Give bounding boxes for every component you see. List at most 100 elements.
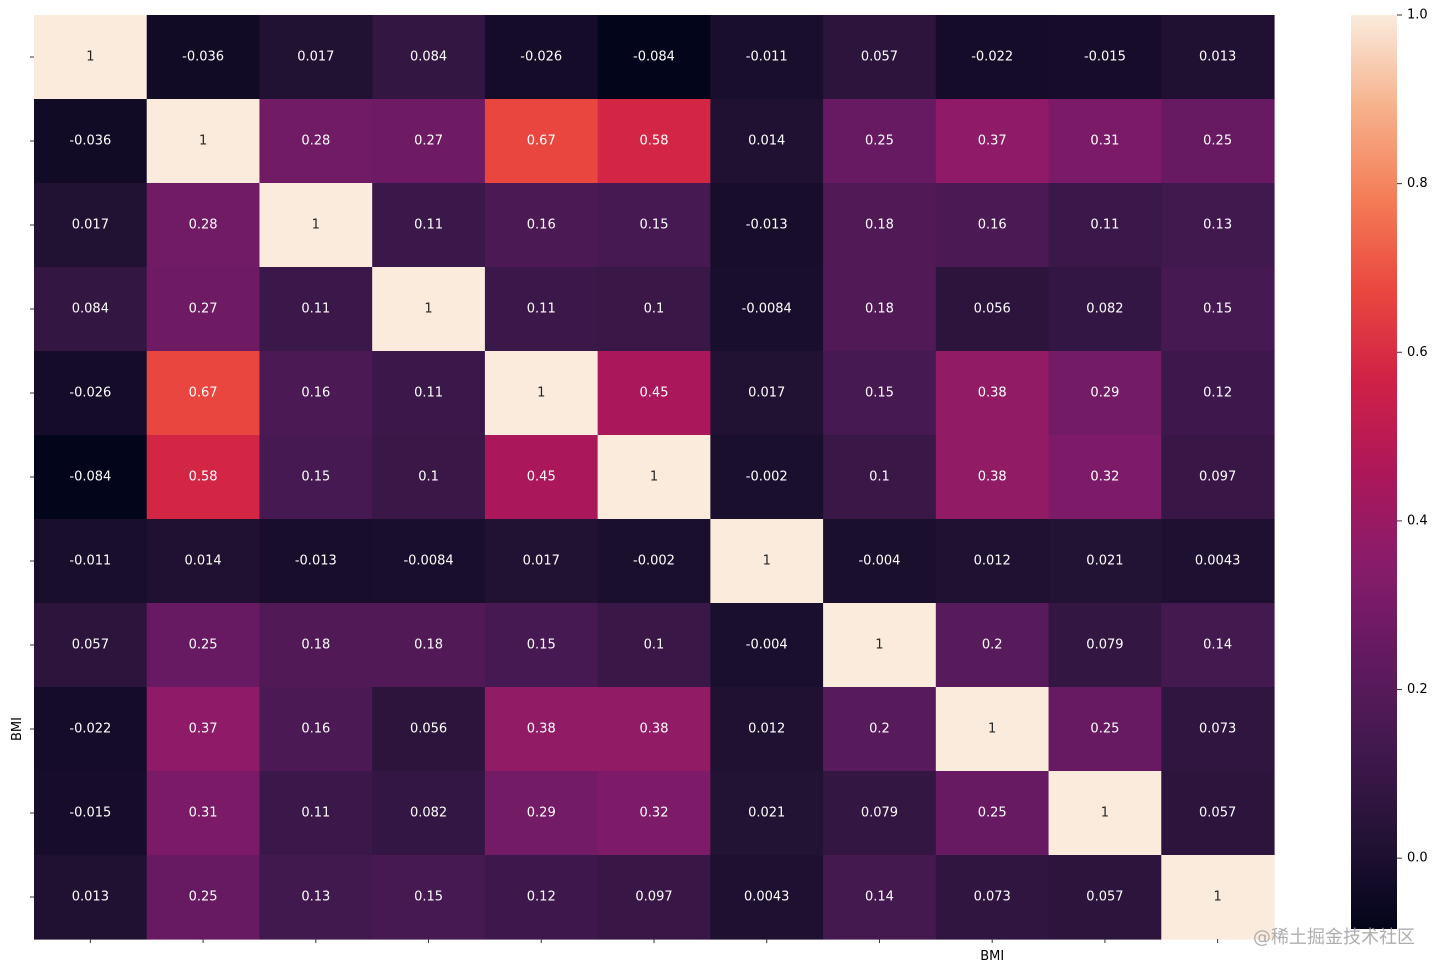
- cell-annotation: 0.082: [1086, 302, 1123, 317]
- cell-annotation: -0.0084: [403, 554, 453, 569]
- cell-annotation: 0.097: [1199, 470, 1236, 485]
- cell-annotation: 0.014: [184, 554, 221, 569]
- heatmap-cell: [259, 687, 373, 772]
- heatmap-cell: [34, 15, 148, 100]
- x-tick-label: BMI: [980, 949, 1004, 964]
- cell-annotation: -0.022: [69, 722, 111, 737]
- cell-annotation: 0.18: [414, 638, 443, 653]
- heatmap-cell: [1161, 771, 1275, 856]
- heatmap-cell: [372, 603, 486, 688]
- heatmap-cell: [710, 267, 824, 352]
- heatmap-cell: [372, 267, 486, 352]
- heatmap-cell: [1161, 267, 1275, 352]
- cell-annotation: 0.014: [748, 134, 785, 149]
- heatmap-cell: [935, 183, 1050, 268]
- heatmap-cell: [484, 99, 599, 184]
- heatmap-cell: [935, 15, 1050, 100]
- heatmap-cell: [372, 771, 486, 856]
- cell-annotation: 0.084: [72, 302, 109, 317]
- heatmap-cell: [259, 99, 373, 184]
- colorbar-tick-label: 0.0: [1407, 851, 1428, 866]
- cell-annotation: 0.11: [1090, 218, 1119, 233]
- heatmap-cell: [146, 15, 261, 100]
- heatmap-cell: [710, 603, 824, 688]
- heatmap-cell: [34, 855, 148, 940]
- cell-annotation: 0.057: [1086, 890, 1123, 905]
- heatmap-cell: [823, 855, 937, 940]
- colorbar: [1351, 15, 1397, 929]
- heatmap-cell: [1161, 687, 1275, 772]
- cell-annotation: 0.073: [974, 890, 1011, 905]
- heatmap-cell: [259, 183, 373, 268]
- cell-annotation: 0.1: [418, 470, 439, 485]
- heatmap-cell: [259, 603, 373, 688]
- cell-annotation: 0.25: [978, 806, 1007, 821]
- cell-annotation: 0.18: [865, 218, 894, 233]
- heatmap-cell: [146, 519, 261, 604]
- y-tick-labels: BMI: [10, 56, 34, 898]
- cell-annotation: 0.14: [1203, 638, 1232, 653]
- cell-annotation: 1: [199, 134, 207, 149]
- cell-annotation: 0.097: [635, 890, 672, 905]
- cell-annotation: 0.67: [189, 386, 218, 401]
- heatmap-cell: [1048, 687, 1162, 772]
- cell-annotation: -0.026: [69, 386, 111, 401]
- heatmap-cell: [34, 603, 148, 688]
- cell-annotation: 0.45: [527, 470, 556, 485]
- cell-annotation: 1: [763, 554, 771, 569]
- cell-annotation: 0.16: [978, 218, 1007, 233]
- heatmap-cell: [1161, 351, 1275, 436]
- heatmap-cell: [710, 435, 824, 520]
- heatmap-cell: [484, 687, 599, 772]
- heatmap-cell: [1048, 435, 1162, 520]
- heatmap-cell: [823, 771, 937, 856]
- heatmap-cell: [146, 855, 261, 940]
- heatmap-cell: [1161, 519, 1275, 604]
- heatmap-cell: [34, 687, 148, 772]
- cell-annotation: 0.017: [72, 218, 109, 233]
- cell-annotation: 0.28: [301, 134, 330, 149]
- cell-annotation: 0.18: [301, 638, 330, 653]
- cell-annotation: 0.25: [189, 890, 218, 905]
- cell-annotation: 0.11: [301, 806, 330, 821]
- heatmap-cell: [259, 351, 373, 436]
- heatmap-cell: [484, 519, 599, 604]
- cell-annotation: 1: [86, 50, 94, 65]
- heatmap-cell: [484, 771, 599, 856]
- heatmap-cell: [372, 519, 486, 604]
- cell-annotation: 0.27: [189, 302, 218, 317]
- cell-annotation: 0.58: [640, 134, 669, 149]
- heatmap-cell: [372, 183, 486, 268]
- cell-annotation: 0.021: [748, 806, 785, 821]
- cell-annotation: 0.084: [410, 50, 447, 65]
- heatmap-cell: [935, 603, 1050, 688]
- cell-annotation: -0.036: [182, 50, 224, 65]
- heatmap-cell: [597, 603, 711, 688]
- heatmap-cell: [34, 267, 148, 352]
- heatmap-cell: [259, 855, 373, 940]
- heatmap-cell: [710, 183, 824, 268]
- cell-annotation: 0.021: [1086, 554, 1123, 569]
- heatmap-cell: [823, 15, 937, 100]
- cell-annotation: -0.022: [971, 50, 1013, 65]
- cell-annotation: 0.15: [865, 386, 894, 401]
- cell-annotation: 0.056: [410, 722, 447, 737]
- cell-annotation: -0.015: [69, 806, 111, 821]
- heatmap-cell: [484, 183, 599, 268]
- cell-annotation: 0.056: [974, 302, 1011, 317]
- cell-annotation: 0.18: [865, 302, 894, 317]
- heatmap-cell: [34, 183, 148, 268]
- heatmap-cell: [1161, 603, 1275, 688]
- cell-annotation: 0.25: [189, 638, 218, 653]
- heatmap-cell: [710, 771, 824, 856]
- heatmap-cell: [597, 519, 711, 604]
- cell-annotation: 0.31: [1090, 134, 1119, 149]
- cell-annotation: 1: [312, 218, 320, 233]
- colorbar-tick-label: 1.0: [1407, 8, 1428, 23]
- heatmap-cell: [1048, 603, 1162, 688]
- heatmap-cell: [1048, 771, 1162, 856]
- heatmap-cell: [34, 771, 148, 856]
- cell-annotation: 0.37: [189, 722, 218, 737]
- cell-annotation: 0.38: [978, 470, 1007, 485]
